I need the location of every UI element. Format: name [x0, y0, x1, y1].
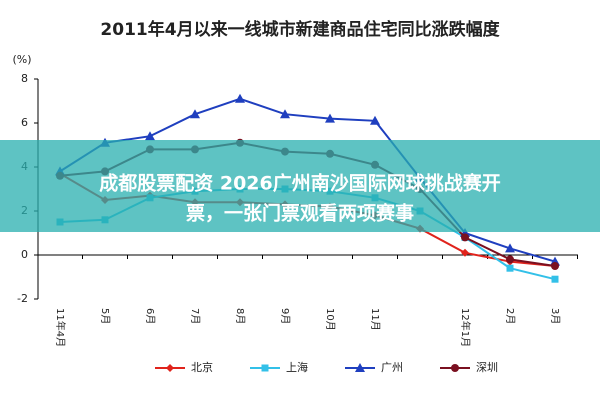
data-point	[145, 131, 155, 141]
data-point	[325, 113, 335, 123]
data-point	[280, 109, 290, 119]
x-tick-label: 8月	[234, 308, 246, 324]
legend-label: 上海	[286, 360, 308, 374]
y-axis-label: (%)	[12, 53, 31, 66]
data-point	[551, 275, 559, 283]
chart-title: 2011年4月以来一线城市新建商品住宅同比涨跌幅度	[100, 19, 500, 40]
legend-marker	[355, 363, 365, 372]
legend: 北京 上海 广州 深圳	[155, 360, 498, 374]
legend-marker	[261, 364, 269, 372]
x-tick-label: 11月	[369, 308, 381, 331]
x-tick-label: 10月	[324, 308, 336, 331]
data-point	[505, 243, 515, 253]
data-point	[506, 255, 514, 264]
data-point	[506, 264, 514, 272]
y-tick-label: 8	[21, 72, 28, 85]
x-tick-label: 9月	[279, 308, 291, 324]
data-point	[370, 115, 380, 125]
y-tick-label: 6	[21, 116, 28, 129]
x-tick-label: 12年1月	[459, 308, 472, 347]
legend-marker	[451, 364, 459, 372]
x-tick-label: 11年4月	[54, 308, 67, 347]
data-point	[461, 233, 469, 242]
series-line	[59, 97, 556, 263]
overlay-text: 票，一张门票观看两项赛事	[186, 202, 414, 225]
legend-marker	[166, 364, 174, 372]
legend-label: 广州	[381, 361, 403, 374]
legend-label: 深圳	[476, 361, 498, 374]
data-point	[461, 248, 469, 257]
overlay-banner	[0, 140, 600, 232]
y-tick-label: 0	[21, 248, 28, 261]
data-point	[235, 93, 245, 103]
x-tick-label: 3月	[549, 308, 561, 324]
data-point	[551, 262, 559, 270]
data-point	[190, 109, 200, 119]
overlay-text: 成都股票配资 2026广州南沙国际网球挑战赛开	[99, 172, 501, 195]
x-tick-label: 5月	[99, 308, 111, 324]
y-tick-label: -2	[17, 292, 28, 305]
legend-label: 北京	[191, 360, 213, 374]
x-tick-label: 7月	[189, 308, 201, 324]
x-tick-label: 6月	[144, 308, 156, 324]
x-tick-label: 2月	[504, 308, 516, 324]
